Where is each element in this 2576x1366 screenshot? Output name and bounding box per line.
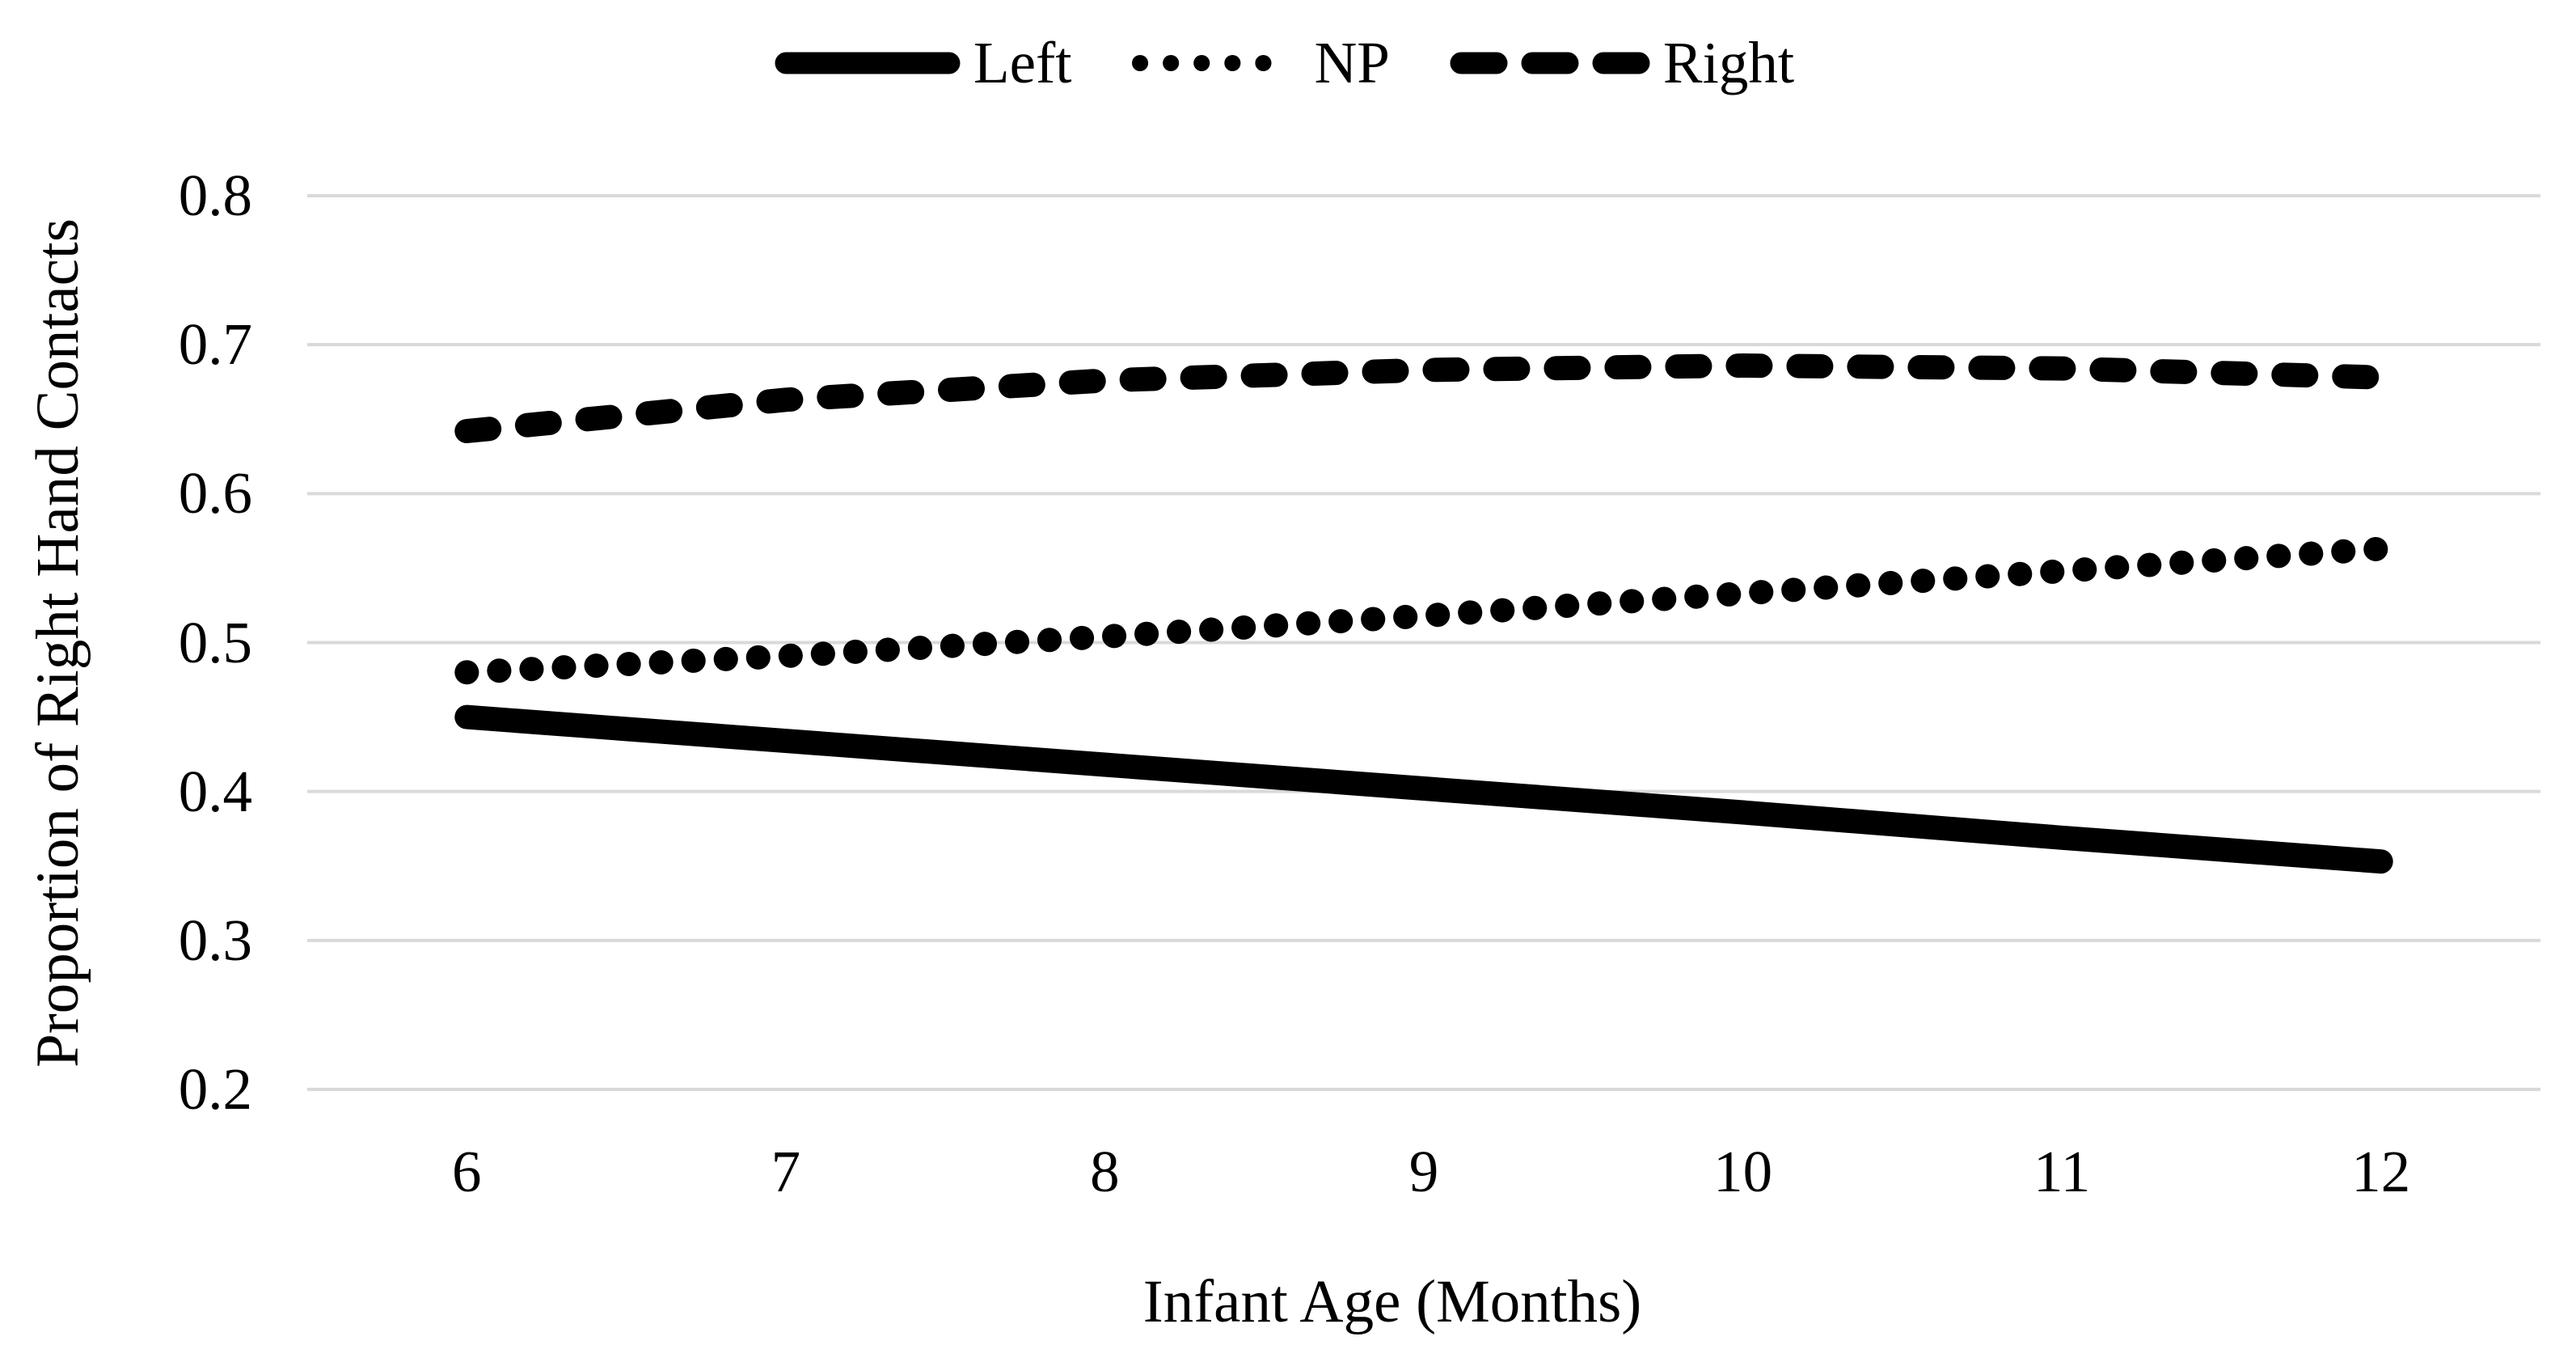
legend-item-np: NP (1130, 31, 1390, 95)
x-tick-label: 12 (2351, 1139, 2411, 1204)
legend-swatch-solid-icon (775, 52, 961, 74)
y-tick-label: 0.3 (178, 907, 252, 973)
y-tick-label: 0.7 (178, 311, 252, 378)
y-tick-label: 0.6 (178, 460, 252, 527)
legend-swatch-dotted-icon (1131, 55, 1302, 71)
x-tick-label: 8 (1090, 1139, 1120, 1204)
x-tick-label: 7 (771, 1139, 801, 1204)
series-lines (454, 353, 2393, 874)
legend-item-left: Left (775, 31, 1072, 95)
x-tick-label: 6 (452, 1139, 482, 1204)
series-line-right (454, 353, 2393, 443)
legend-item-right: Right (1448, 31, 1794, 95)
series-line-left (454, 704, 2393, 874)
x-tick-label: 11 (2033, 1139, 2091, 1204)
y-tick-label: 0.4 (178, 758, 252, 824)
legend-label: NP (1314, 30, 1390, 95)
legend-label: Left (973, 30, 1072, 95)
y-tick-label: 0.8 (178, 163, 252, 228)
x-axis-title: Infant Age (Months) (1142, 1268, 1642, 1335)
legend-label: Right (1662, 30, 1795, 95)
y-tick-label: 0.5 (178, 609, 252, 675)
legend-swatch-dashed-icon (1450, 52, 1650, 74)
series-line-np (454, 536, 2393, 685)
x-tick-label: 10 (1713, 1139, 1773, 1204)
chart-legend: Left NP Right (775, 27, 1794, 99)
x-tick-label: 9 (1408, 1139, 1439, 1204)
gridlines (307, 194, 2540, 1091)
y-tick-label: 0.2 (178, 1056, 252, 1122)
y-axis-title: Proportion of Right Hand Contacts (24, 218, 91, 1068)
